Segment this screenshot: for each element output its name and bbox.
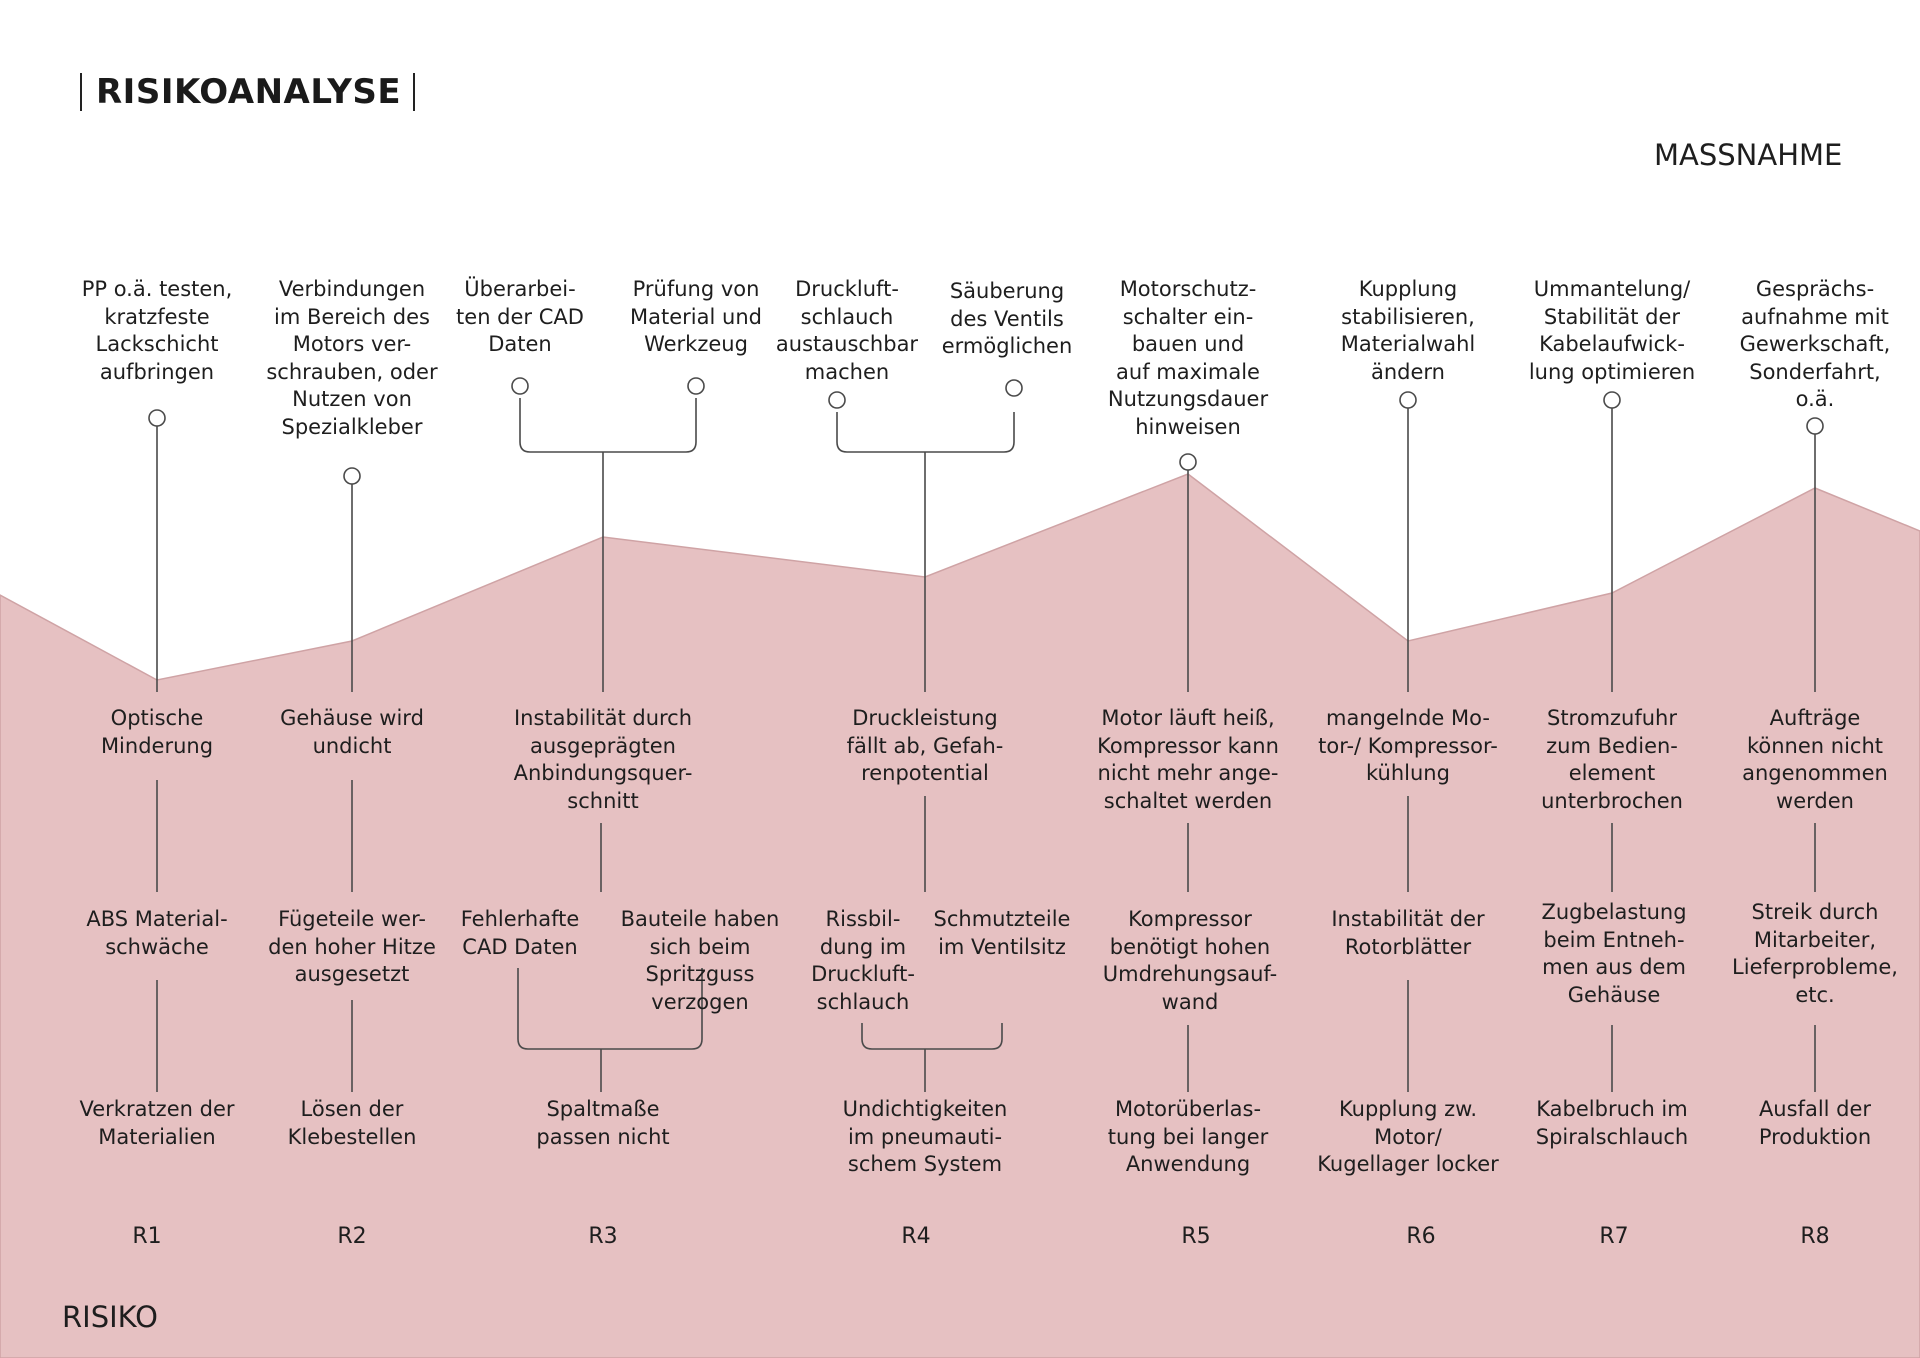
effect-text-r6: mangelnde Mo- tor-/ Kompressor- kühlung	[1318, 706, 1498, 785]
effect-text-r3: Instabilität durch ausgeprägten Anbindun…	[513, 706, 693, 813]
cause-text-r6: Instabilität der Rotorblätter	[1331, 907, 1485, 959]
measure-node-r2	[343, 467, 361, 485]
title-text: RISIKOANALYSE	[96, 72, 402, 112]
risiko-label: RISIKO	[62, 1300, 158, 1334]
risk-id-r7: R7	[1599, 1224, 1629, 1249]
risk-text-r2: Lösen der Klebestellen	[287, 1097, 417, 1149]
measure-text-r7: Ummantelung/ Stabilität der Kabelaufwick…	[1528, 277, 1696, 384]
cause-text-r7: Zugbelastung beim Entneh- men aus dem Ge…	[1541, 900, 1687, 1007]
cause-text-r3: Fehlerhafte CAD Daten	[460, 907, 580, 959]
cause-text-r5: Kompressor benötigt hohen Umdrehungsauf-…	[1102, 907, 1278, 1014]
risk-text-r8: Ausfall der Produktion	[1758, 1097, 1872, 1149]
cause-text-r4: Schmutzteile im Ventilsitz	[933, 907, 1071, 959]
measure-text-r4: Säuberung des Ventils ermöglichen	[941, 279, 1073, 358]
measure-node-r4	[1005, 379, 1023, 397]
page-title: RISIKOANALYSE	[80, 72, 416, 112]
measure-node-r3	[511, 377, 529, 395]
effect-text-r4: Druckleistung fällt ab, Gefah- renpotent…	[846, 706, 1004, 785]
measure-bracket-r4	[836, 412, 1015, 453]
title-bar-left	[80, 73, 82, 111]
cause-bracket-r4	[861, 1023, 1003, 1050]
risk-text-r3: Spaltmaße passen nicht	[536, 1097, 670, 1149]
risk-id-r4: R4	[901, 1224, 931, 1249]
measure-text-r4: Druckluft- schlauch austauschbar machen	[775, 277, 919, 384]
risk-text-r4: Undichtigkeiten im pneumauti- schem Syst…	[842, 1097, 1008, 1176]
title-bar-right	[413, 73, 416, 111]
cause-text-r4: Rissbil- dung im Druckluft- schlauch	[811, 907, 915, 1014]
risk-text-r5: Motorüberlas- tung bei langer Anwendung	[1107, 1097, 1269, 1176]
measure-node-r1	[148, 409, 166, 427]
risk-id-r1: R1	[132, 1224, 162, 1249]
measure-node-r4	[828, 391, 846, 409]
risk-id-r6: R6	[1406, 1224, 1436, 1249]
measure-text-r3: Überarbei- ten der CAD Daten	[456, 277, 584, 356]
measure-text-r6: Kupplung stabilisieren, Materialwahl änd…	[1340, 277, 1476, 384]
effect-text-r2: Gehäuse wird undicht	[280, 706, 424, 758]
measure-node-r8	[1806, 417, 1824, 435]
risk-id-r2: R2	[337, 1224, 367, 1249]
effect-text-r7: Stromzufuhr zum Bedien- element unterbro…	[1541, 706, 1683, 813]
cause-text-r3: Bauteile haben sich beim Spritzguss verz…	[620, 907, 780, 1014]
cause-text-r2: Fügeteile wer- den hoher Hitze ausgesetz…	[268, 907, 436, 986]
cause-text-r8: Streik durch Mitarbeiter, Lieferprobleme…	[1732, 900, 1898, 1007]
effect-text-r8: Aufträge können nicht angenommen werden	[1742, 706, 1888, 813]
risk-text-r7: Kabelbruch im Spiralschlauch	[1535, 1097, 1689, 1149]
risk-id-r3: R3	[588, 1224, 618, 1249]
measure-node-r6	[1399, 391, 1417, 409]
measure-text-r3: Prüfung von Material und Werkzeug	[630, 277, 762, 356]
risk-id-r5: R5	[1181, 1224, 1211, 1249]
measure-text-r5: Motorschutz- schalter ein- bauen und auf…	[1107, 277, 1269, 439]
connector-lines	[148, 377, 1824, 1092]
measure-bracket-r3	[519, 398, 697, 453]
risk-id-r8: R8	[1800, 1224, 1830, 1249]
cause-bracket-r3	[517, 968, 703, 1050]
risk-text-r1: Verkratzen der Materialien	[79, 1097, 235, 1149]
measure-node-r3	[687, 377, 705, 395]
massnahme-label: MASSNAHME	[1654, 138, 1843, 172]
effect-text-r5: Motor läuft heiß, Kompressor kann nicht …	[1097, 706, 1279, 813]
effect-text-r1: Optische Minderung	[100, 706, 214, 758]
cause-text-r1: ABS Material- schwäche	[86, 907, 228, 959]
measure-text-r1: PP o.ä. testen, kratzfeste Lackschicht a…	[81, 277, 233, 384]
measure-node-r7	[1603, 391, 1621, 409]
measure-text-r8: Gesprächs- aufnahme mit Gewerkschaft, So…	[1739, 277, 1891, 411]
measure-text-r2: Verbindungen im Bereich des Motors ver- …	[266, 277, 438, 439]
risk-text-r6: Kupplung zw. Motor/ Kugellager locker	[1317, 1097, 1499, 1176]
measure-node-r5	[1179, 453, 1197, 471]
